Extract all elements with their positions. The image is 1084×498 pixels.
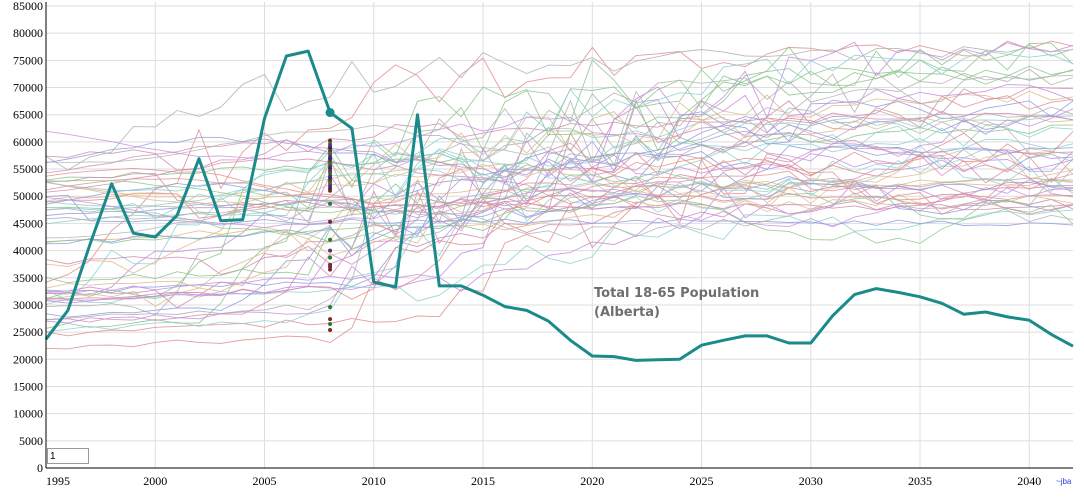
tick-labels: 0 5000 10000 15000 20000 25000 30000 35000 40000…: [13, 0, 1041, 488]
y-tick-label: 30000: [13, 298, 43, 312]
y-tick-label: 0: [37, 461, 43, 475]
dot-point: [328, 327, 333, 332]
cohort-line: [45, 180, 1073, 250]
y-tick-label: 45000: [13, 216, 43, 230]
cohort-line: [45, 194, 1074, 226]
y-tick-label: 20000: [13, 352, 43, 366]
x-tick-label: 2030: [799, 474, 823, 488]
x-tick-label: 2020: [580, 474, 604, 488]
cohort-line: [45, 170, 1074, 215]
y-tick-label: 5000: [19, 434, 43, 448]
y-tick-label: 50000: [13, 189, 43, 203]
cohort-line: [45, 108, 1074, 162]
cohort-line: [45, 198, 1074, 309]
y-tick-label: 35000: [13, 271, 43, 285]
y-tick-label: 40000: [13, 244, 43, 258]
y-tick-label: 85000: [13, 0, 43, 13]
x-tick-label: 2010: [362, 474, 386, 488]
dot-point: [328, 317, 333, 322]
y-tick-label: 75000: [13, 53, 43, 67]
y-tick-label: 10000: [13, 407, 43, 421]
cohort-line: [45, 156, 1074, 213]
y-tick-label: 80000: [13, 26, 43, 40]
cohort-line: [45, 192, 1074, 240]
axes: [45, 2, 1073, 469]
cohort-line: [45, 120, 1074, 165]
cohort-line: [45, 145, 1074, 318]
cohort-line: [45, 115, 1074, 220]
cohort-line: [45, 187, 1074, 229]
cohort-line: [45, 170, 1074, 220]
credit-label: ~jba: [1056, 477, 1072, 486]
dot-point: [328, 138, 333, 143]
cohort-line: [45, 184, 1074, 275]
cohort-line: [45, 157, 1074, 205]
x-tick-label: 2035: [908, 474, 932, 488]
highlight-marker[interactable]: [325, 108, 335, 118]
dot-point: [328, 201, 333, 206]
cohort-line: [45, 100, 1074, 293]
background-cohort-lines: [45, 40, 1074, 350]
y-tick-label: 65000: [13, 108, 43, 122]
cohort-line: [45, 65, 1074, 284]
cohort-line: [45, 69, 1074, 300]
cohort-line: [45, 46, 1074, 171]
cohort-line: [45, 44, 1074, 329]
dot-point: [328, 188, 333, 193]
cohort-line: [45, 178, 1074, 307]
annotation-line-1: Total 18-65 Population: [594, 286, 759, 301]
cohort-line: [45, 40, 1074, 283]
cohort-line: [45, 179, 1074, 293]
total-population-line: [44, 49, 1074, 362]
dot-point: [328, 237, 333, 242]
y-tick-label: 55000: [13, 162, 43, 176]
year-input[interactable]: [47, 448, 89, 464]
cohort-line: [45, 112, 1074, 171]
dot-point: [328, 305, 333, 310]
y-tick-label: 70000: [13, 81, 43, 95]
cohort-line: [45, 124, 1074, 176]
x-tick-label: 2040: [1017, 474, 1041, 488]
cohort-line: [45, 50, 1074, 225]
cohort-line: [45, 194, 1074, 292]
cohort-line: [45, 115, 1074, 274]
dot-point: [328, 219, 333, 224]
cohort-line: [45, 106, 1074, 316]
cohort-line: [45, 131, 1074, 337]
highlight-series: [44, 49, 1074, 362]
x-tick-label: 2015: [471, 474, 495, 488]
cohort-line: [45, 41, 1074, 304]
y-tick-label: 60000: [13, 135, 43, 149]
cohort-line: [45, 195, 1074, 244]
annotation-line-2: (Alberta): [594, 305, 660, 320]
dot-point: [328, 255, 333, 260]
x-tick-label: 2025: [690, 474, 714, 488]
dot-column: [328, 138, 333, 332]
x-tick-label: 2005: [253, 474, 277, 488]
x-tick-label: 1995: [46, 474, 70, 488]
y-tick-label: 15000: [13, 379, 43, 393]
x-tick-label: 2000: [143, 474, 167, 488]
cohort-line: [45, 171, 1074, 219]
dot-point: [328, 267, 333, 272]
cohort-line: [45, 153, 1074, 209]
cohort-line: [45, 146, 1074, 198]
dot-point: [328, 321, 333, 326]
y-tick-label: 25000: [13, 325, 43, 339]
cohort-line: [45, 209, 1074, 305]
cohort-line: [45, 84, 1074, 324]
dot-point: [328, 248, 333, 253]
cohort-line: [45, 124, 1073, 181]
